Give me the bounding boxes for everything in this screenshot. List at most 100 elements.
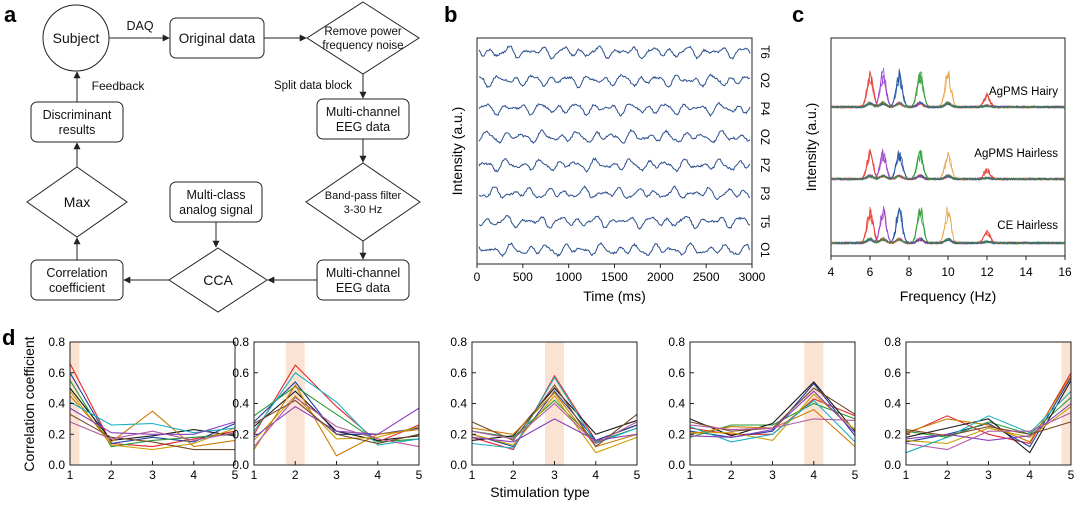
channel-label-pz: PZ — [758, 158, 770, 173]
y-tick-label: 0.6 — [48, 366, 65, 380]
bandpass-label-2: 3-30 Hz — [344, 204, 383, 216]
eeg-trace-t6 — [478, 45, 751, 60]
spectrum-group-label: AgPMS Hairy — [989, 86, 1058, 98]
x-tick-label: 4 — [810, 468, 817, 482]
x-tick-label: 12 — [980, 265, 994, 279]
multichannel-label-1a: Multi-channel — [326, 105, 400, 119]
correlation-series-8 — [689, 390, 856, 438]
x-tick-label: 1 — [687, 468, 694, 482]
correlation-series-3 — [471, 399, 638, 443]
y-tick-label: 0.8 — [48, 335, 65, 349]
highlight-band — [1061, 342, 1071, 465]
correlation-series-5 — [253, 394, 420, 441]
spectrum-trace — [830, 150, 1066, 181]
spectrum-group-label: CE Hairless — [997, 220, 1058, 232]
eeg-time-chart: T6 O2 P4 OZ PZ P3 T5 O1 0 500 1000 1500 2000 2500 3000… — [449, 37, 770, 304]
x-tick-label: 2500 — [693, 270, 720, 284]
subject-label: Subject — [53, 30, 100, 46]
y-tick-label: 0.8 — [668, 335, 685, 349]
correlation-series-7 — [905, 390, 1072, 454]
max-label: Max — [64, 194, 90, 210]
x-tick-label: 3 — [985, 468, 992, 482]
eeg-trace-p3 — [478, 185, 751, 201]
spectrum-x-axis-label: Frequency (Hz) — [900, 288, 996, 304]
spectrum-group-label: AgPMS Hairless — [974, 148, 1058, 160]
x-tick-label: 10 — [941, 265, 955, 279]
x-tick-label: 500 — [513, 270, 533, 284]
panel-label-a: a — [4, 2, 17, 27]
x-tick-label: 14 — [1019, 265, 1033, 279]
remove-noise-label-1: Remove power — [324, 26, 402, 38]
eeg-trace-p4 — [478, 102, 751, 118]
correlation-series-10 — [253, 396, 420, 448]
max-node — [26, 166, 128, 238]
y-tick-label: 0.6 — [450, 366, 467, 380]
panel-label-b: b — [444, 2, 457, 27]
correlation-series-9 — [905, 421, 1072, 437]
feedback-label: Feedback — [92, 79, 146, 93]
y-tick-label: 0.4 — [48, 397, 65, 411]
correlation-series-3 — [69, 380, 236, 448]
correlation-series-5 — [690, 393, 856, 441]
panel-label-c: c — [792, 2, 804, 27]
x-tick-label: 1000 — [555, 270, 582, 284]
x-tick-label: 2 — [292, 468, 299, 482]
highlight-band — [70, 342, 80, 465]
subplot-2: 0.0 0.2 0.4 0.6 0.8 1 2 3 4 5 — [232, 335, 422, 482]
remove-noise-label-2: frequency noise — [322, 40, 403, 52]
y-tick-label: 0.8 — [450, 335, 467, 349]
x-tick-label: 3 — [149, 468, 156, 482]
x-tick-label: 5 — [1068, 468, 1075, 482]
correlation-series-8 — [253, 405, 420, 438]
y-tick-label: 0.2 — [668, 427, 685, 441]
correlation-label-2: coefficient — [49, 281, 106, 295]
correlation-series-7 — [689, 399, 856, 443]
x-tick-label: 4 — [592, 468, 599, 482]
x-tick-label: 0 — [474, 270, 481, 284]
discriminant-label-1: Discriminant — [43, 108, 112, 122]
analog-label-2: analog signal — [179, 203, 253, 217]
correlation-series-7 — [69, 401, 236, 434]
x-tick-label: 8 — [906, 265, 913, 279]
y-tick-label: 0.0 — [48, 458, 65, 472]
multichannel-label-1b: EEG data — [336, 120, 390, 134]
subplot-frame — [253, 341, 420, 466]
channel-label-o1: O1 — [758, 242, 770, 257]
correlation-series-6 — [69, 395, 236, 448]
y-tick-label: 0.6 — [884, 366, 901, 380]
channel-label-p4: P4 — [758, 102, 770, 117]
bandpass-node — [305, 162, 421, 242]
spectrum-chart: AgPMS Hairy AgPMS Hairless CE Hairless 4 6 8 1… — [803, 37, 1072, 304]
correlation-series-8 — [69, 407, 236, 435]
y-tick-label: 0.6 — [232, 366, 249, 380]
channel-label-oz: OZ — [758, 129, 770, 145]
correlation-series-4 — [905, 380, 1072, 454]
x-tick-label: 5 — [232, 468, 239, 482]
correlation-series-10 — [905, 412, 1072, 451]
y-tick-label: 0.4 — [232, 397, 249, 411]
y-tick-label: 0.6 — [668, 366, 685, 380]
y-tick-label: 0.8 — [232, 335, 249, 349]
y-tick-label: 0.2 — [884, 427, 901, 441]
daq-label: DAQ — [126, 19, 153, 33]
eeg-trace-o1 — [478, 242, 751, 258]
x-tick-label: 5 — [416, 468, 423, 482]
x-tick-label: 1 — [469, 468, 476, 482]
y-tick-label: 0.8 — [884, 335, 901, 349]
correlation-series-9 — [69, 413, 235, 451]
x-tick-label: 4 — [1026, 468, 1033, 482]
channel-label-o2: O2 — [758, 73, 770, 88]
eeg-trace-oz — [478, 128, 751, 144]
channel-label-t6: T6 — [758, 45, 770, 58]
correlation-series-10 — [471, 402, 638, 445]
x-tick-label: 6 — [867, 265, 874, 279]
subplot-1: 0.0 0.2 0.4 0.6 0.8 1 2 3 4 5 — [48, 335, 238, 482]
eeg-x-axis-label: Time (ms) — [583, 288, 645, 304]
y-tick-label: 0.2 — [48, 427, 65, 441]
flowchart — [26, 1, 421, 313]
correlation-series-4 — [689, 381, 856, 437]
bandpass-label-1: Band-pass filter — [325, 190, 402, 202]
correlation-series-7 — [253, 372, 420, 446]
original-data-label: Original data — [179, 31, 256, 46]
